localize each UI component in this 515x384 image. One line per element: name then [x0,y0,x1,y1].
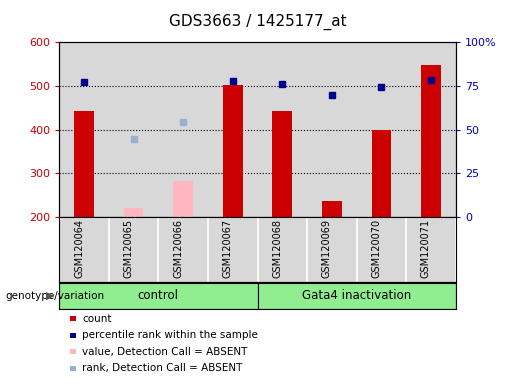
Text: percentile rank within the sample: percentile rank within the sample [82,330,259,340]
Text: count: count [82,314,112,324]
Text: GSM120067: GSM120067 [222,219,233,278]
Bar [371,130,391,217]
Text: ▶: ▶ [45,291,54,301]
Bar [74,111,94,217]
Bar [258,283,456,309]
Text: Gata4 inactivation: Gata4 inactivation [302,289,411,302]
Bar [223,85,243,217]
Text: rank, Detection Call = ABSENT: rank, Detection Call = ABSENT [82,363,243,373]
Bar [421,65,441,217]
Bar [124,208,144,217]
Bar [272,111,292,217]
Text: GSM120069: GSM120069 [322,219,332,278]
Bar [173,181,193,217]
Text: control: control [138,289,179,302]
Text: GSM120071: GSM120071 [421,219,431,278]
Text: GSM120070: GSM120070 [371,219,382,278]
Text: GSM120068: GSM120068 [272,219,282,278]
Text: GSM120066: GSM120066 [173,219,183,278]
Text: value, Detection Call = ABSENT: value, Detection Call = ABSENT [82,347,248,357]
Text: genotype/variation: genotype/variation [5,291,104,301]
Bar [322,201,342,217]
Text: GSM120064: GSM120064 [74,219,84,278]
Text: GDS3663 / 1425177_at: GDS3663 / 1425177_at [169,13,346,30]
Text: GSM120065: GSM120065 [124,219,133,278]
Bar [59,283,258,309]
